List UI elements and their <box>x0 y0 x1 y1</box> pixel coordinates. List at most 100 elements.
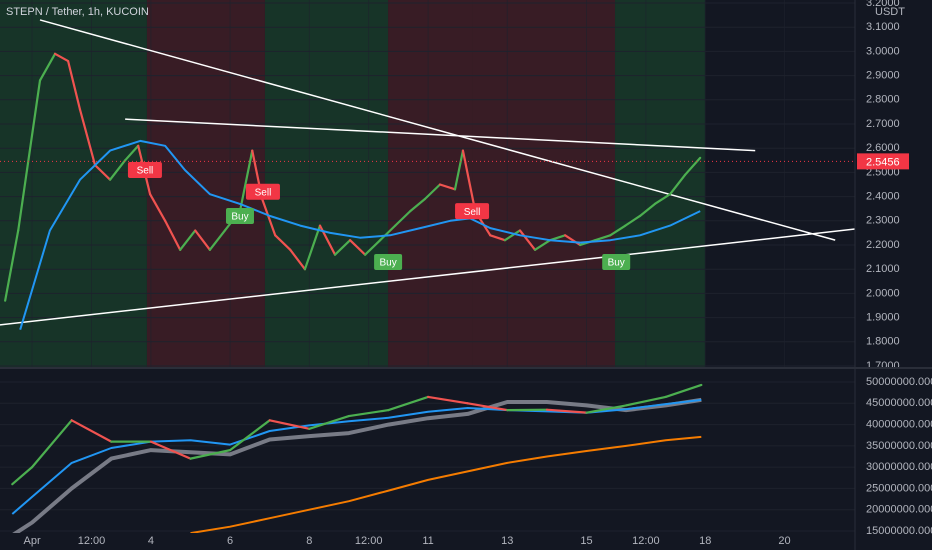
y-tick-label: 50000000.0000 <box>866 376 932 388</box>
price-segment <box>503 229 522 242</box>
y-tick-label: 2.9000 <box>866 70 900 82</box>
y-tick-label: 2.7000 <box>866 118 900 130</box>
x-tick-label: 13 <box>501 535 513 547</box>
price-segment <box>38 52 57 82</box>
x-tick-label: 12:00 <box>78 535 106 547</box>
trendline <box>0 228 855 326</box>
y-tick-label: 35000000.0000 <box>866 440 932 452</box>
price-segment <box>67 59 82 111</box>
price-segment <box>394 210 412 227</box>
price-segment <box>148 193 167 222</box>
price-segment <box>164 219 182 251</box>
signal-label: Buy <box>379 258 396 269</box>
y-tick-label: 2.6000 <box>866 142 900 154</box>
price-segment <box>274 234 292 251</box>
price-segment <box>30 419 73 469</box>
price-segment <box>308 414 350 430</box>
x-tick-label: 12:00 <box>632 535 660 547</box>
price-segment <box>664 383 703 398</box>
y-tick-label: 1.9000 <box>866 312 900 324</box>
price-segment <box>124 144 140 162</box>
price-segment <box>348 239 367 256</box>
price-segment <box>684 156 702 176</box>
series-line <box>19 139 701 330</box>
signal-zone <box>472 0 616 367</box>
series-line <box>12 397 702 533</box>
x-tick-label: 11 <box>422 535 433 547</box>
price-segment <box>289 248 307 271</box>
x-tick-label: 8 <box>306 535 312 547</box>
series-line <box>190 435 702 533</box>
price-segment <box>461 149 477 213</box>
axes: 3.2000 3.1000 3.0000 2.9000 2.8000 2.7000 2.60… <box>24 0 932 547</box>
price-segment <box>70 419 113 443</box>
price-segment <box>194 229 211 251</box>
indicator-pane <box>0 381 855 533</box>
price-segment <box>364 239 382 256</box>
signal-label-box <box>127 161 162 178</box>
price-segment <box>545 408 588 414</box>
x-tick-label: 18 <box>699 535 711 547</box>
y-tick-label: 25000000.0000 <box>866 482 932 494</box>
y-tick-label: 2.1000 <box>866 263 900 275</box>
price-segment <box>261 197 277 237</box>
signal-label: Sell <box>137 166 154 177</box>
last-price-box <box>857 153 909 170</box>
y-tick-label: 20000000.0000 <box>866 504 932 516</box>
price-segment <box>466 402 509 412</box>
price-segment <box>4 229 20 302</box>
price-segment <box>268 419 311 430</box>
signal-label: Sell <box>255 187 272 198</box>
price-segment <box>625 395 667 407</box>
y-tick-label: 2.8000 <box>866 94 900 106</box>
price-segment <box>585 404 628 414</box>
price-segment <box>189 449 232 460</box>
y-tick-label: 1.8000 <box>866 336 900 348</box>
signal-label: Sell <box>464 207 481 218</box>
signal-label-box <box>374 253 403 270</box>
y-tick-label: 45000000.0000 <box>866 397 932 409</box>
price-segment <box>426 395 469 405</box>
price-segment <box>638 202 657 218</box>
y-tick-label: 2.3000 <box>866 215 900 227</box>
price-segment <box>409 197 427 213</box>
x-tick-label: 20 <box>778 535 790 547</box>
y-tick-label: 30000000.0000 <box>866 461 932 473</box>
x-tick-label: 12:00 <box>355 535 383 547</box>
trendline <box>39 19 836 241</box>
main-pane: Sell Sell Sell Buy Buy Buy <box>0 0 855 367</box>
signal-label: Buy <box>608 258 625 269</box>
price-segment <box>624 214 642 227</box>
x-tick-label: Apr <box>24 535 41 547</box>
trendline <box>125 118 756 152</box>
price-segment <box>533 239 552 251</box>
y-tick-label: 2.0000 <box>866 287 900 299</box>
price-segment <box>238 149 254 213</box>
x-tick-label: 6 <box>227 535 233 547</box>
signal-label: Buy <box>231 212 248 223</box>
price-segment <box>11 466 34 486</box>
y-tick-label: 3.0000 <box>866 45 900 57</box>
signal-zone <box>388 0 473 367</box>
price-segment <box>17 79 42 232</box>
last-price-label: 2.5456 <box>866 156 900 168</box>
price-segment <box>594 234 612 242</box>
chart-title: STEPN / Tether, 1h, KUCOIN <box>6 6 149 18</box>
signal-label-box <box>225 207 254 224</box>
y-tick-label: 2.2000 <box>866 239 900 251</box>
price-segment <box>93 164 112 181</box>
price-segment <box>78 108 97 167</box>
price-segment <box>333 239 352 256</box>
price-segment <box>303 224 322 271</box>
price-segment <box>609 224 627 237</box>
price-segment <box>518 229 537 251</box>
price-segment <box>548 234 567 242</box>
price-segment <box>489 234 507 242</box>
price-segment <box>423 183 442 201</box>
price-segment <box>208 229 227 251</box>
signal-label-box <box>245 183 280 200</box>
price-segment <box>149 440 192 460</box>
signal-label-box <box>455 203 490 220</box>
